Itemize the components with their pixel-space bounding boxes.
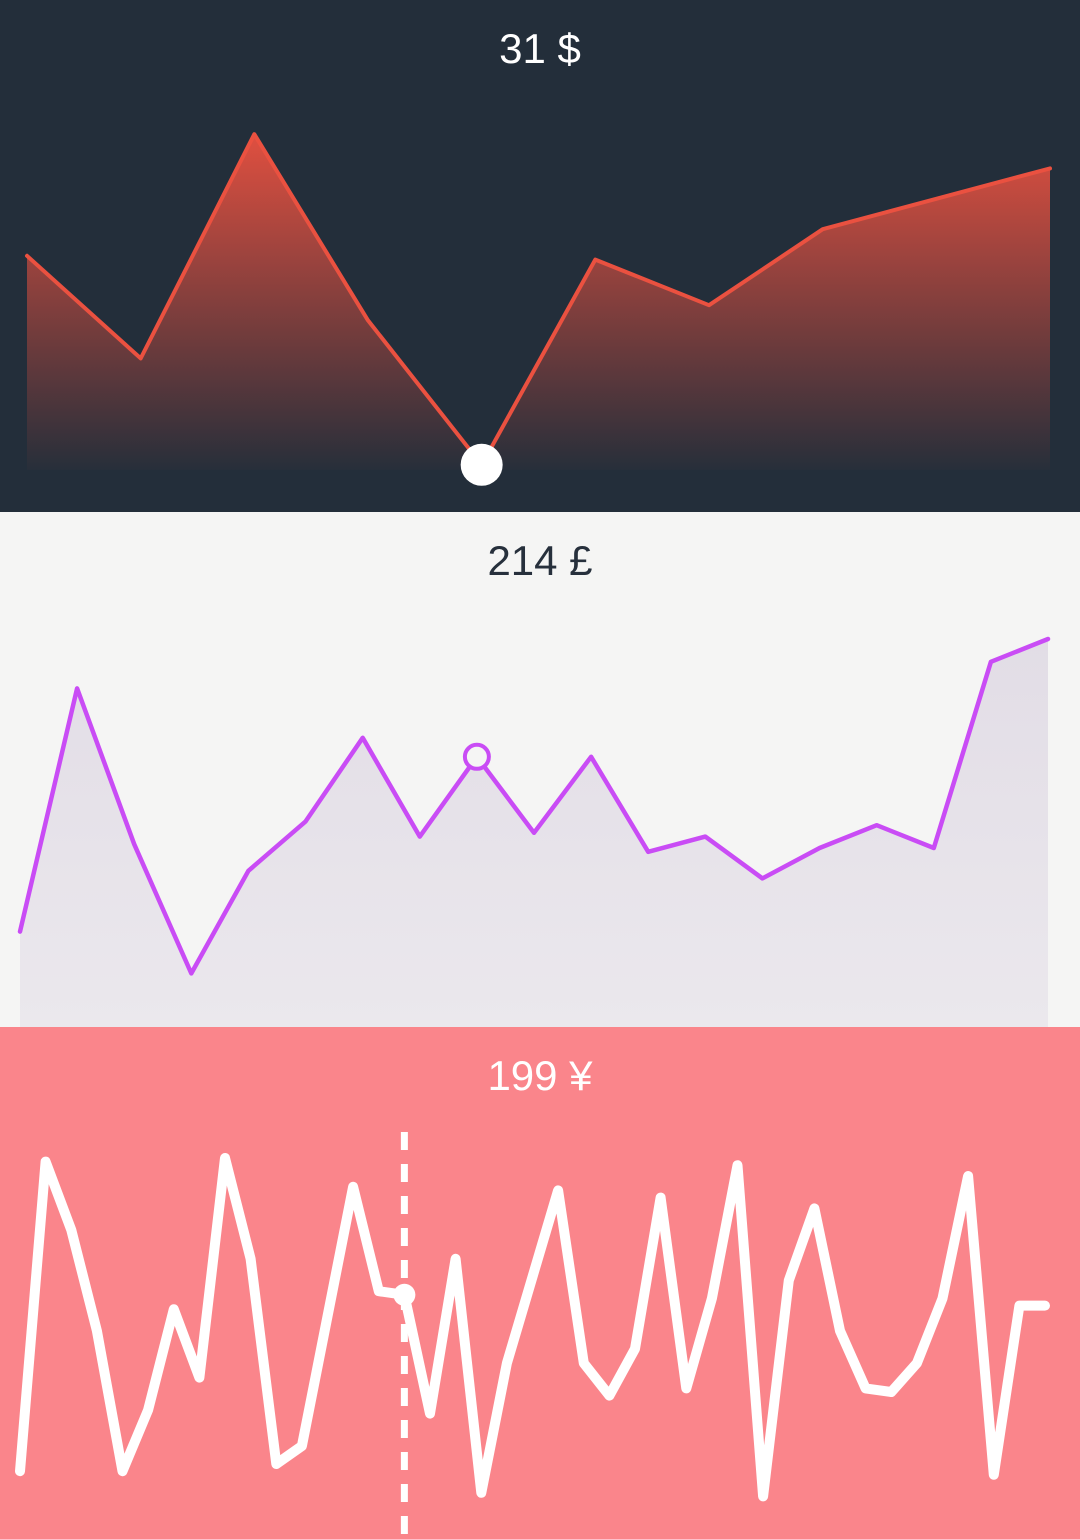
chart-title: 199 ¥: [487, 1052, 593, 1099]
selected-point: [460, 443, 503, 486]
line: [15, 1153, 1050, 1502]
area-fill: [27, 134, 1050, 470]
line: [25, 132, 1052, 467]
line: [17, 636, 1051, 976]
panel-background: [0, 1027, 1080, 1539]
chart-panel: 31 $: [0, 0, 1080, 512]
chart-panel: 214 £: [0, 512, 1080, 1027]
chart-panel: 199 ¥: [0, 1027, 1080, 1539]
selected-point: [393, 1283, 416, 1306]
selected-point: [462, 742, 491, 771]
chart-title: 214 £: [487, 537, 592, 584]
chart-title: 31 $: [499, 25, 581, 72]
